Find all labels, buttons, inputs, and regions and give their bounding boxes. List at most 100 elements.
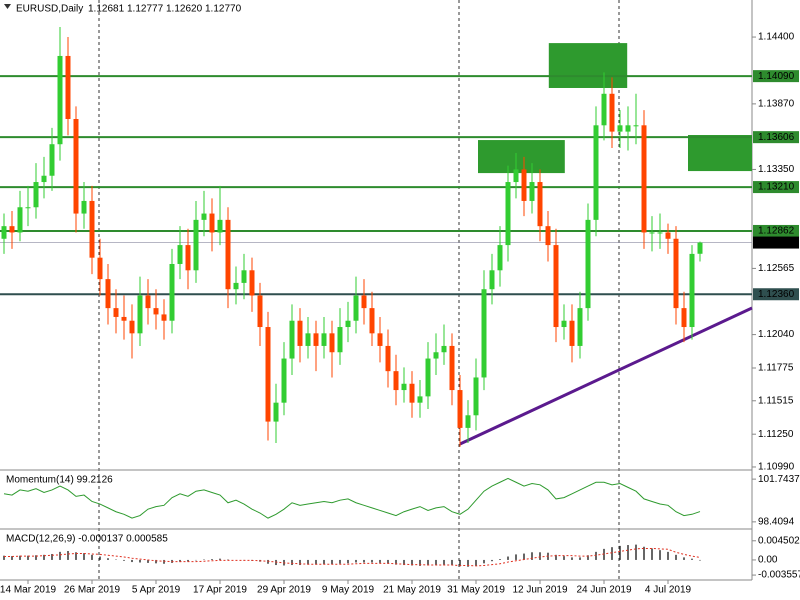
signal-line (4, 547, 701, 567)
y-tick-label: 1.14400 (758, 32, 795, 43)
candle-body (465, 415, 471, 428)
candle-body (481, 289, 487, 378)
level-label-box (753, 224, 799, 237)
candle-body (41, 175, 47, 183)
chart-title: EURUSD,Daily (16, 4, 83, 15)
candle-body (289, 320, 295, 359)
header-open: 1.12681 (88, 4, 125, 15)
y-tick-label: -0.003557 (758, 570, 800, 581)
candle-body (273, 402, 279, 422)
level-label-box (753, 131, 799, 144)
candle-body (185, 245, 191, 271)
candle-body (665, 232, 671, 239)
zone (548, 43, 628, 88)
x-tick-label: 12 Jun 2019 (512, 585, 567, 596)
candle-body (137, 295, 143, 334)
x-tick-label: 5 Apr 2019 (132, 585, 181, 596)
candle-body (153, 308, 159, 315)
x-tick-label: 9 May 2019 (322, 585, 375, 596)
level-label: 1.13606 (758, 132, 795, 143)
candle-body (553, 245, 559, 328)
y-tick-label: 0.00 (758, 555, 778, 566)
candle-body (617, 125, 623, 132)
candle-body (561, 320, 567, 328)
candle-body (521, 169, 527, 201)
candle-body (121, 316, 127, 321)
level-label-box (753, 288, 799, 301)
candle-body (449, 345, 455, 391)
candle-body (537, 182, 543, 227)
trend-line (459, 306, 753, 446)
candle-body (57, 55, 63, 145)
candle-body (593, 125, 599, 220)
last-price-box (753, 236, 799, 249)
candle-body (17, 207, 23, 233)
candle-body (305, 333, 311, 346)
candle-body (81, 200, 87, 214)
candle-body (657, 232, 663, 234)
macd-title: MACD(12,26,9) -0.000137 0.000585 (6, 534, 168, 545)
x-tick-label: 24 Jun 2019 (576, 585, 631, 596)
y-tick-label: 1.11250 (758, 429, 794, 440)
candle-body (89, 200, 95, 258)
candle-body (129, 320, 135, 334)
x-tick-label: 26 Mar 2019 (64, 585, 121, 596)
candle-body (505, 182, 511, 246)
zone (478, 140, 565, 174)
candle-body (473, 377, 479, 416)
y-tick-label: 1.12565 (758, 263, 795, 274)
y-tick-label: 0.004502 (758, 535, 800, 546)
candle-body (1, 226, 7, 239)
y-tick-label: 1.11775 (758, 363, 794, 374)
candle-body (425, 358, 431, 397)
y-tick-label: 1.13870 (758, 99, 795, 110)
candle-body (201, 213, 207, 220)
candle-body (9, 226, 15, 233)
candle-body (233, 282, 239, 290)
candle-body (249, 270, 255, 296)
x-tick-label: 17 Apr 2019 (193, 585, 247, 596)
candle-body (529, 182, 535, 201)
candle-body (353, 295, 359, 321)
x-tick-label: 14 Mar 2019 (0, 585, 57, 596)
y-tick-label: 101.7437 (758, 474, 800, 485)
candle-body (321, 333, 327, 346)
candle-body (673, 238, 679, 309)
candle-body (369, 308, 375, 334)
momentum-line (3, 477, 701, 519)
candle-body (609, 93, 615, 132)
candle-body (169, 263, 175, 321)
candle-body (385, 345, 391, 372)
candle-body (281, 358, 287, 403)
candle-body (433, 352, 439, 359)
level-label-box (753, 181, 799, 194)
candle-body (97, 257, 103, 280)
candle-body (377, 333, 383, 346)
level-label: 1.13210 (758, 182, 795, 193)
y-tick-label: 98.4094 (758, 516, 795, 527)
candle-body (73, 119, 79, 214)
candle-body (577, 308, 583, 346)
last-price-label: 1.12770 (758, 237, 795, 248)
header-high: 1.12777 (127, 4, 164, 15)
candle-body (417, 396, 423, 403)
candle-body (265, 327, 271, 422)
candle-body (625, 125, 631, 132)
candle-body (193, 219, 199, 271)
candle-body (489, 270, 495, 290)
level-label-box (753, 70, 799, 83)
y-tick-label: 1.13350 (758, 164, 795, 175)
candle-body (329, 333, 335, 353)
candle-body (209, 213, 215, 233)
candle-body (113, 308, 119, 317)
candle-body (105, 279, 111, 309)
x-tick-label: 21 May 2019 (383, 585, 441, 596)
candle-body (241, 270, 247, 283)
candle-body (457, 390, 463, 428)
header-close: 1.12770 (205, 4, 242, 15)
candle-body (49, 144, 55, 176)
candle-body (689, 253, 695, 328)
x-tick-label: 29 Apr 2019 (257, 585, 311, 596)
